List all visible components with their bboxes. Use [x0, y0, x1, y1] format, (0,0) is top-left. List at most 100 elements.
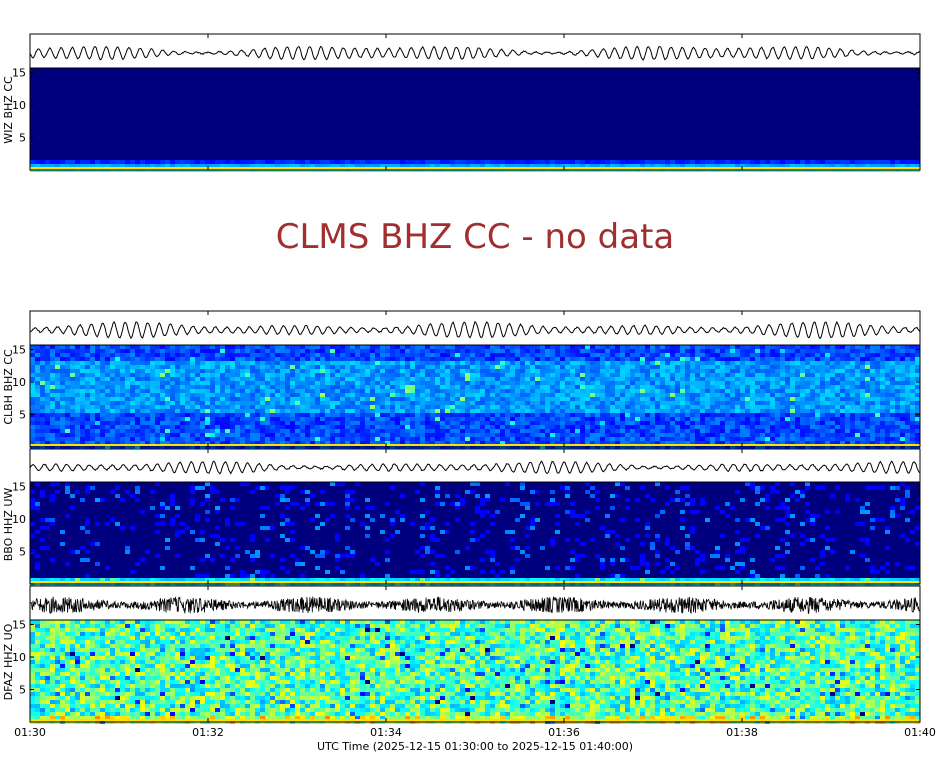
spectrogram-cell [170, 345, 175, 349]
spectrogram-cell [570, 385, 575, 389]
spectrogram-cell [365, 425, 370, 429]
spectrogram-cell [200, 361, 205, 365]
spectrogram-cell [340, 429, 345, 433]
spectrogram-cell [595, 353, 600, 357]
spectrogram-cell [200, 160, 205, 164]
spectrogram-cell [695, 160, 700, 164]
spectrogram-cell [340, 369, 345, 373]
spectrogram-cell [90, 393, 95, 397]
spectrogram-cell [590, 389, 595, 393]
spectrogram-cell [820, 345, 825, 349]
spectrogram-cell [740, 365, 745, 369]
spectrogram-cell [640, 405, 645, 409]
spectrogram-cell [470, 357, 475, 361]
spectrogram-cell [505, 437, 510, 441]
spectrogram-cell [170, 429, 175, 433]
spectrogram-cell [40, 361, 45, 365]
spectrogram-cell [125, 413, 130, 417]
spectrogram-cell [275, 409, 280, 413]
spectrogram-cell [50, 369, 55, 373]
spectrogram-cell [670, 409, 675, 413]
spectrogram-cell [595, 421, 600, 425]
spectrogram-cell [645, 160, 650, 164]
spectrogram-cell [330, 373, 335, 377]
spectrogram-cell [870, 413, 875, 417]
spectrogram-cell [390, 401, 395, 405]
spectrogram-cell [165, 437, 170, 441]
spectrogram-cell [50, 385, 55, 389]
spectrogram-cell [825, 349, 830, 353]
spectrogram-cell [225, 361, 230, 365]
spectrogram-cell [195, 385, 200, 389]
spectrogram-cell [70, 433, 75, 437]
spectrogram-cell [460, 365, 465, 369]
spectrogram-cell [325, 381, 330, 385]
spectrogram-cell [765, 405, 770, 409]
spectrogram-cell [355, 433, 360, 437]
spectrogram-cell [30, 425, 35, 429]
spectrogram-cell [530, 437, 535, 441]
spectrogram-cell [695, 373, 700, 377]
spectrogram-cell [555, 413, 560, 417]
spectrogram-cell [185, 349, 190, 353]
spectrogram-cell [165, 349, 170, 353]
spectrogram-cell [750, 397, 755, 401]
spectrogram-cell [580, 357, 585, 361]
spectrogram-cell [665, 160, 670, 164]
spectrogram-cell [660, 369, 665, 373]
spectrogram-cell [335, 401, 340, 405]
spectrogram-cell [535, 393, 540, 397]
spectrogram-cell [440, 417, 445, 421]
spectrogram-cell [525, 381, 530, 385]
spectrogram-cell [835, 393, 840, 397]
spectrogram-cell [530, 369, 535, 373]
spectrogram-cell [155, 421, 160, 425]
spectrogram-cell [320, 425, 325, 429]
spectrogram-cell [735, 353, 740, 357]
spectrogram-cell [470, 425, 475, 429]
spectrogram-cell [545, 377, 550, 381]
spectrogram-cell [650, 405, 655, 409]
spectrogram-cell [565, 433, 570, 437]
spectrogram-cell [315, 349, 320, 353]
spectrogram-cell [305, 357, 310, 361]
spectrogram-cell [105, 381, 110, 385]
spectrogram-cell [605, 349, 610, 353]
spectrogram-cell [670, 385, 675, 389]
spectrogram-cell [885, 160, 890, 164]
spectrogram-cell [495, 417, 500, 421]
spectrogram-cell [870, 429, 875, 433]
spectrogram-cell [865, 353, 870, 357]
spectrogram-cell [865, 369, 870, 373]
spectrogram-cell [335, 377, 340, 381]
spectrogram-cell [175, 437, 180, 441]
spectrogram-cell [820, 405, 825, 409]
spectrogram-cell [635, 413, 640, 417]
spectrogram-cell [165, 433, 170, 437]
spectrogram-cell [185, 401, 190, 405]
spectrogram-cell [600, 413, 605, 417]
spectrogram-cell [575, 397, 580, 401]
spectrogram-cell [330, 357, 335, 361]
spectrogram-cell [585, 361, 590, 365]
spectrogram-cell [565, 389, 570, 393]
spectrogram-cell [590, 385, 595, 389]
spectrogram-cell [420, 401, 425, 405]
spectrogram-cell [395, 413, 400, 417]
spectrogram-cell [425, 421, 430, 425]
spectrogram-cell [550, 385, 555, 389]
spectrogram-cell [690, 413, 695, 417]
spectrogram-cell [795, 425, 800, 429]
spectrogram-cell [785, 421, 790, 425]
spectrogram-cell [110, 393, 115, 397]
spectrogram-cell [100, 357, 105, 361]
spectrogram-cell [855, 425, 860, 429]
spectrogram-cell [535, 389, 540, 393]
spectrogram-cell [800, 401, 805, 405]
spectrogram-cell [75, 345, 80, 349]
spectrogram-cell [745, 421, 750, 425]
spectrogram-cell [405, 425, 410, 429]
spectrogram-cell [430, 389, 435, 393]
spectrogram-cell [200, 417, 205, 421]
spectrogram-cell [825, 377, 830, 381]
